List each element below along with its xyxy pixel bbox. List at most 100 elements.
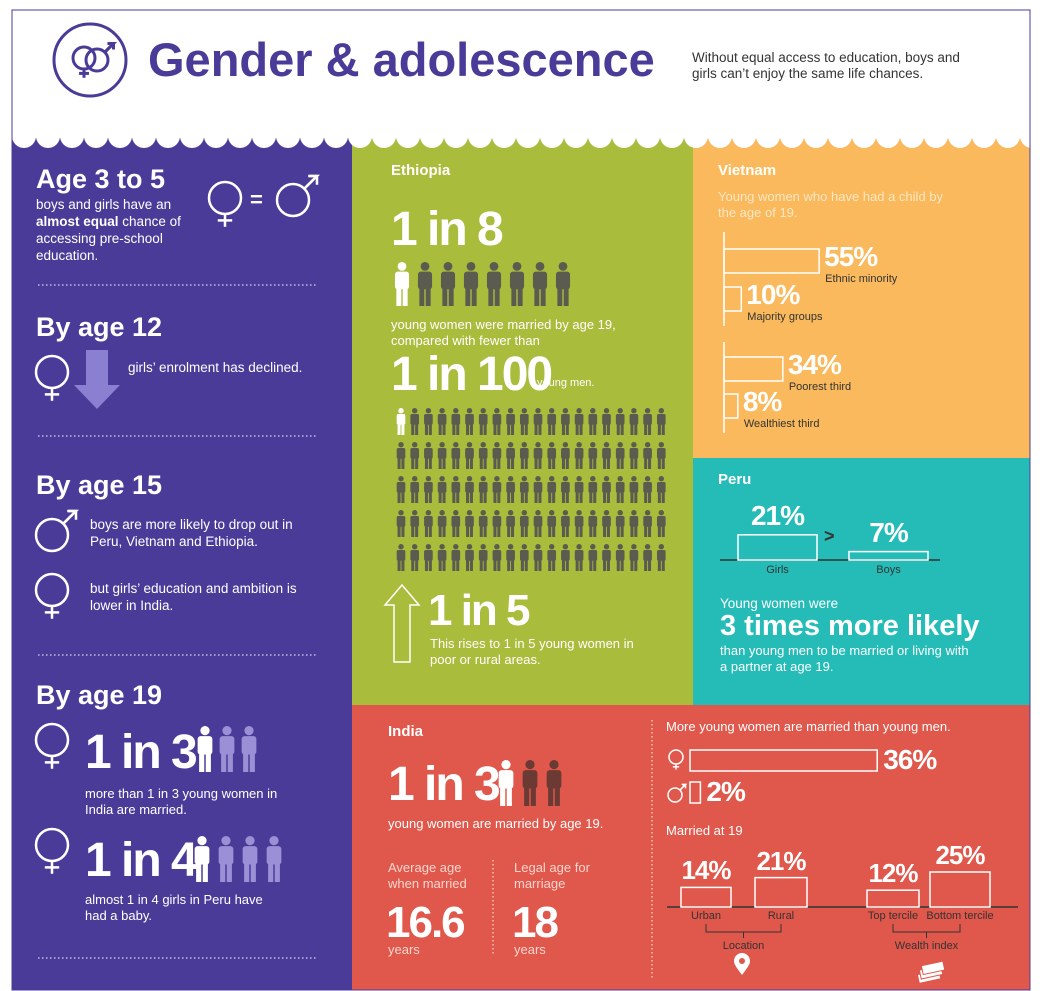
head — [645, 408, 650, 413]
head — [563, 408, 568, 413]
leg — [465, 286, 470, 306]
head — [412, 476, 417, 481]
head — [522, 510, 527, 515]
wave — [348, 124, 372, 148]
wave — [756, 124, 780, 148]
leg — [535, 491, 538, 503]
leg — [534, 286, 539, 306]
leg — [630, 525, 633, 537]
wave — [468, 124, 492, 148]
leg — [415, 423, 418, 435]
leg — [621, 423, 624, 435]
caption: Married at 19 — [666, 823, 743, 839]
head — [481, 408, 486, 413]
leg — [244, 861, 249, 882]
leg — [589, 423, 592, 435]
head — [398, 544, 403, 549]
leg — [593, 491, 596, 503]
leg — [576, 423, 579, 435]
head — [522, 408, 527, 413]
leg — [497, 559, 500, 571]
leg — [634, 491, 637, 503]
leg — [589, 457, 592, 469]
leg — [564, 286, 569, 306]
head — [576, 442, 581, 447]
leg — [275, 861, 280, 882]
leg — [589, 559, 592, 571]
head — [535, 408, 540, 413]
leg — [535, 423, 538, 435]
leg — [580, 559, 583, 571]
leg — [621, 491, 624, 503]
leg — [452, 559, 455, 571]
leg — [466, 559, 469, 571]
head — [508, 408, 513, 413]
leg — [497, 423, 500, 435]
leg — [507, 559, 510, 571]
infographic: boys and girls have an almost equal chan… — [0, 0, 1040, 991]
heading: By age 19 — [36, 680, 162, 710]
wave — [492, 124, 516, 148]
section-title: India — [388, 724, 423, 740]
head — [549, 760, 558, 769]
head — [549, 544, 554, 549]
leg — [580, 491, 583, 503]
leg — [511, 423, 514, 435]
head — [604, 510, 609, 515]
leg — [396, 286, 401, 306]
head — [494, 408, 499, 413]
head — [590, 510, 595, 515]
head — [467, 476, 472, 481]
title: Gender & adolescence — [148, 32, 655, 88]
leg — [500, 785, 505, 806]
leg — [552, 525, 555, 537]
leg — [439, 491, 442, 503]
head — [467, 544, 472, 549]
value-label: 36% — [883, 745, 936, 775]
leg — [484, 559, 487, 571]
head — [563, 544, 568, 549]
wave — [924, 124, 948, 148]
head — [645, 544, 650, 549]
wave — [396, 124, 420, 148]
leg — [507, 491, 510, 503]
head — [618, 442, 623, 447]
wave — [852, 124, 876, 148]
head — [508, 476, 513, 481]
leg — [429, 525, 432, 537]
head — [535, 442, 540, 447]
leg — [525, 457, 528, 469]
value-label: 21% — [745, 846, 817, 876]
head — [618, 510, 623, 515]
head — [549, 408, 554, 413]
wave — [84, 124, 108, 148]
leg — [429, 457, 432, 469]
leg — [617, 559, 620, 571]
head — [645, 476, 650, 481]
leg — [452, 525, 455, 537]
head — [490, 262, 499, 271]
wave — [900, 124, 924, 148]
leg — [425, 423, 428, 435]
wave — [444, 124, 468, 148]
bar-name: Rural — [735, 910, 827, 923]
leg — [449, 286, 454, 306]
head — [549, 510, 554, 515]
head — [245, 836, 254, 845]
unit: years — [514, 942, 546, 958]
leg — [442, 286, 447, 306]
head — [604, 408, 609, 413]
head — [559, 262, 568, 271]
wave — [516, 124, 540, 148]
leg — [398, 525, 401, 537]
head — [508, 442, 513, 447]
leg — [634, 457, 637, 469]
leg — [511, 491, 514, 503]
leg — [648, 559, 651, 571]
leg — [617, 491, 620, 503]
leg — [493, 491, 496, 503]
leg — [603, 423, 606, 435]
leg — [648, 491, 651, 503]
leg — [603, 491, 606, 503]
head — [398, 510, 403, 515]
